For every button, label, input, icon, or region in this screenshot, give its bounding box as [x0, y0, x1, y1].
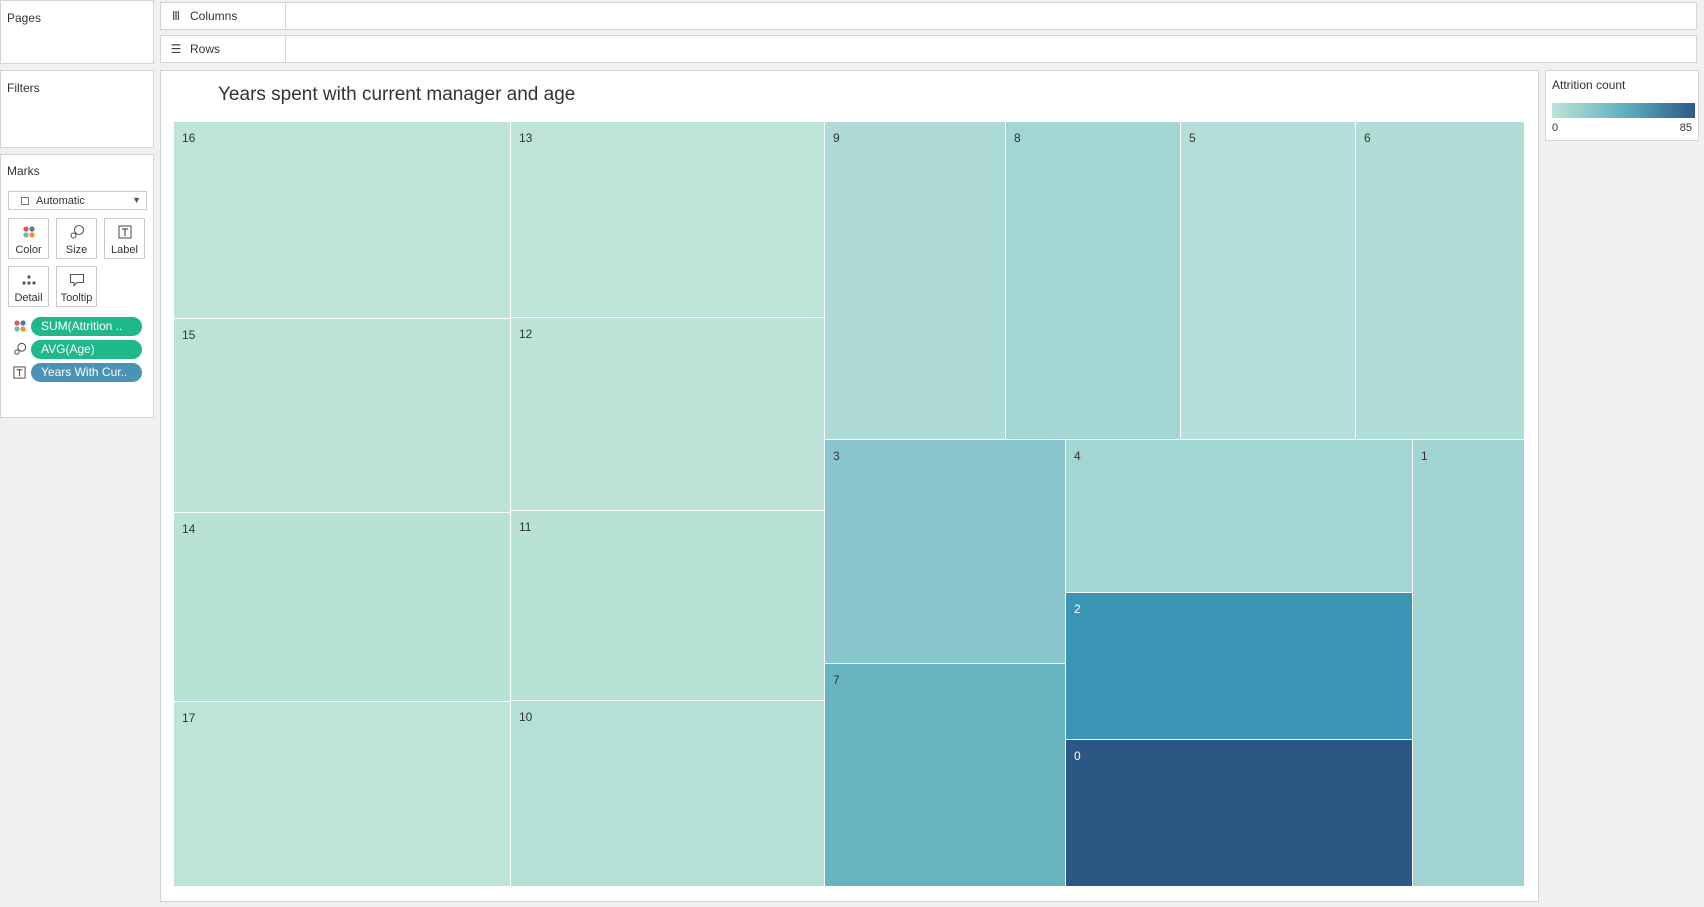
treemap-cell-1[interactable]: 1: [1413, 440, 1525, 887]
color-dots-icon: [22, 219, 36, 244]
attrition-pill[interactable]: SUM(Attrition ..: [31, 316, 142, 336]
label-button-label: Label: [111, 244, 138, 256]
pages-title: Pages: [7, 11, 42, 25]
marks-card: Marks Automatic ▼ Color Size Label Detai…: [0, 154, 154, 418]
cell-label: 11: [519, 520, 532, 534]
treemap-cell-13[interactable]: 13: [511, 122, 825, 318]
mark-type-value: Automatic: [36, 194, 85, 207]
color-field-row: SUM(Attrition ..: [13, 316, 142, 336]
treemap-cell-3[interactable]: 3: [825, 440, 1066, 664]
cell-label: 14: [182, 522, 196, 536]
treemap: 16 15 14 17 13 12 11 10 9 8 5 6 3 7 4 2 …: [174, 122, 1525, 887]
tooltip-icon: [69, 267, 85, 292]
label-button[interactable]: Label: [104, 218, 145, 259]
legend-min: 0: [1552, 122, 1559, 134]
pages-card[interactable]: Pages: [0, 0, 154, 64]
cell-label: 4: [1074, 449, 1081, 463]
cell-label: 5: [1189, 131, 1196, 145]
age-pill[interactable]: AVG(Age): [31, 339, 142, 359]
treemap-cell-5[interactable]: 5: [1181, 122, 1356, 440]
treemap-cell-16[interactable]: 16: [174, 122, 511, 319]
size-icon: [69, 219, 85, 244]
cell-label: 3: [833, 449, 840, 463]
detail-icon: [21, 267, 37, 292]
cell-label: 12: [519, 327, 533, 341]
legend-max: 85: [1679, 122, 1692, 134]
color-button-label: Color: [15, 244, 42, 256]
size-field-row: AVG(Age): [13, 339, 142, 359]
detail-button-label: Detail: [14, 292, 43, 304]
mark-square-icon: [21, 196, 29, 205]
cell-label: 7: [833, 673, 840, 687]
rows-shelf-label: ☰ Rows: [161, 36, 286, 62]
color-legend[interactable]: Attrition count 0 85: [1545, 70, 1699, 141]
columns-icon: Ⅲ: [171, 9, 181, 23]
marks-title: Marks: [7, 164, 40, 178]
tooltip-button[interactable]: Tooltip: [56, 266, 97, 307]
rows-shelf[interactable]: ☰ Rows: [160, 35, 1697, 63]
size-button-label: Size: [65, 244, 88, 256]
treemap-cell-8[interactable]: 8: [1006, 122, 1181, 440]
color-button[interactable]: Color: [8, 218, 49, 259]
rows-icon: ☰: [170, 42, 182, 56]
years-manager-pill[interactable]: Years With Cur..: [31, 362, 142, 382]
cell-label: 0: [1074, 749, 1081, 763]
filters-title: Filters: [7, 81, 40, 95]
cell-label: 6: [1364, 131, 1371, 145]
treemap-cell-15[interactable]: 15: [174, 319, 511, 513]
columns-label: Columns: [190, 9, 238, 23]
mark-type-dropdown[interactable]: Automatic ▼: [8, 191, 147, 210]
filters-card[interactable]: Filters: [0, 70, 154, 148]
treemap-cell-9[interactable]: 9: [825, 122, 1006, 440]
columns-shelf-label: Ⅲ Columns: [161, 3, 286, 29]
cell-label: 17: [182, 711, 196, 725]
treemap-cell-14[interactable]: 14: [174, 513, 511, 702]
chevron-down-icon: ▼: [132, 195, 141, 205]
detail-button[interactable]: Detail: [8, 266, 49, 307]
treemap-cell-7[interactable]: 7: [825, 664, 1066, 887]
treemap-cell-4[interactable]: 4: [1066, 440, 1413, 593]
color-dots-icon: [13, 319, 31, 333]
cell-label: 9: [833, 131, 840, 145]
cell-label: 1: [1421, 449, 1428, 463]
cell-label: 16: [182, 131, 196, 145]
treemap-cell-11[interactable]: 11: [511, 511, 825, 701]
size-button[interactable]: Size: [56, 218, 97, 259]
cell-label: 13: [519, 131, 533, 145]
treemap-cell-2[interactable]: 2: [1066, 593, 1413, 740]
cell-label: 8: [1014, 131, 1021, 145]
label-icon: [117, 219, 132, 244]
chart-title: Years spent with current manager and age: [218, 84, 576, 105]
treemap-cell-6[interactable]: 6: [1356, 122, 1525, 440]
treemap-cell-17[interactable]: 17: [174, 702, 511, 887]
tooltip-button-label: Tooltip: [60, 292, 93, 304]
cell-label: 2: [1074, 602, 1081, 616]
rows-label: Rows: [190, 42, 221, 56]
treemap-cell-12[interactable]: 12: [511, 318, 825, 511]
size-icon: [13, 342, 31, 356]
columns-shelf[interactable]: Ⅲ Columns: [160, 2, 1697, 30]
treemap-cell-0[interactable]: 0: [1066, 740, 1413, 887]
legend-title: Attrition count: [1552, 78, 1626, 92]
cell-label: 15: [182, 328, 196, 342]
label-icon: [13, 365, 31, 379]
treemap-cell-10[interactable]: 10: [511, 701, 825, 887]
cell-label: 10: [519, 710, 533, 724]
legend-gradient: [1552, 103, 1695, 118]
label-field-row: Years With Cur..: [13, 362, 142, 382]
